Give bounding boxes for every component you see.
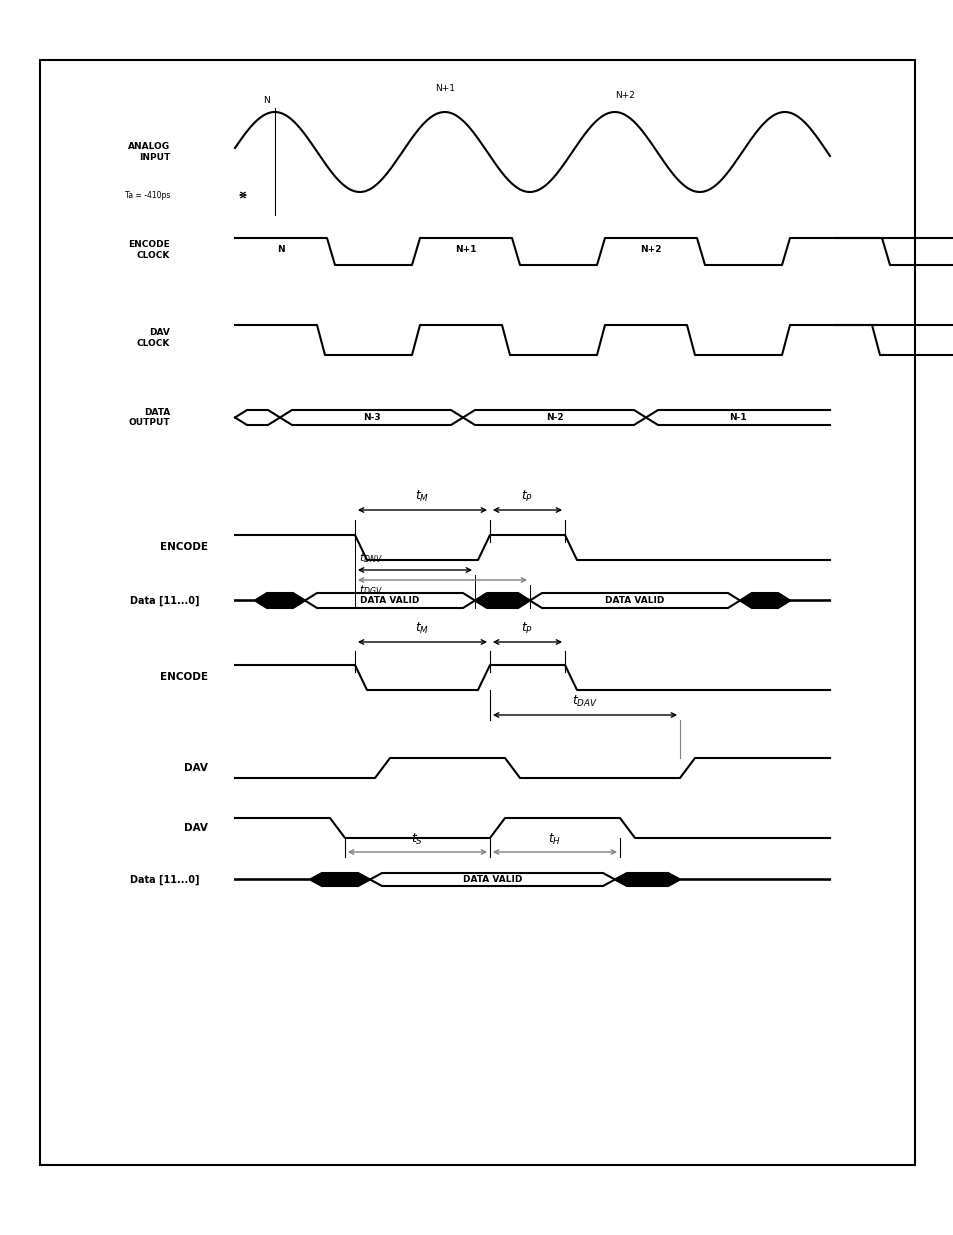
Polygon shape xyxy=(615,873,679,885)
Text: N-3: N-3 xyxy=(362,412,380,422)
Text: N+2: N+2 xyxy=(614,91,634,100)
Text: $t_H$: $t_H$ xyxy=(548,832,561,847)
Text: $t_M$: $t_M$ xyxy=(415,621,429,636)
Text: DATA VALID: DATA VALID xyxy=(604,597,664,605)
Text: ENCODE
CLOCK: ENCODE CLOCK xyxy=(128,241,170,259)
Text: DAV: DAV xyxy=(184,763,208,773)
Text: $t_{DNV}$: $t_{DNV}$ xyxy=(358,551,382,564)
Text: Data [11...0]: Data [11...0] xyxy=(131,874,200,884)
Text: N+2: N+2 xyxy=(639,245,661,253)
Text: ANALOG
INPUT: ANALOG INPUT xyxy=(128,142,170,162)
Text: DAV
CLOCK: DAV CLOCK xyxy=(136,329,170,348)
Text: $t_M$: $t_M$ xyxy=(415,489,429,504)
Text: $t_P$: $t_P$ xyxy=(521,621,533,636)
Text: N-2: N-2 xyxy=(545,412,562,422)
Text: DATA VALID: DATA VALID xyxy=(462,876,521,884)
Text: N: N xyxy=(263,96,270,105)
Text: Data [11...0]: Data [11...0] xyxy=(131,595,200,605)
Text: N+1: N+1 xyxy=(455,245,476,253)
Polygon shape xyxy=(254,593,305,608)
Text: DATA VALID: DATA VALID xyxy=(360,597,419,605)
Text: $t_P$: $t_P$ xyxy=(521,489,533,504)
Text: $t_{DGV}$: $t_{DGV}$ xyxy=(358,583,383,597)
Text: ENCODE: ENCODE xyxy=(160,542,208,552)
Text: DAV: DAV xyxy=(184,823,208,832)
Polygon shape xyxy=(740,593,789,608)
Text: Ta = -410ps: Ta = -410ps xyxy=(125,190,170,200)
Polygon shape xyxy=(310,873,370,885)
Text: ENCODE: ENCODE xyxy=(160,672,208,682)
Text: DATA
OUTPUT: DATA OUTPUT xyxy=(129,408,170,427)
Text: $t_S$: $t_S$ xyxy=(411,832,423,847)
Bar xyxy=(40,61,914,1165)
Text: N+1: N+1 xyxy=(435,84,455,93)
Text: N: N xyxy=(277,245,285,253)
Text: $t_{DAV}$: $t_{DAV}$ xyxy=(572,694,598,709)
Polygon shape xyxy=(475,593,530,608)
Text: N-1: N-1 xyxy=(728,412,746,422)
